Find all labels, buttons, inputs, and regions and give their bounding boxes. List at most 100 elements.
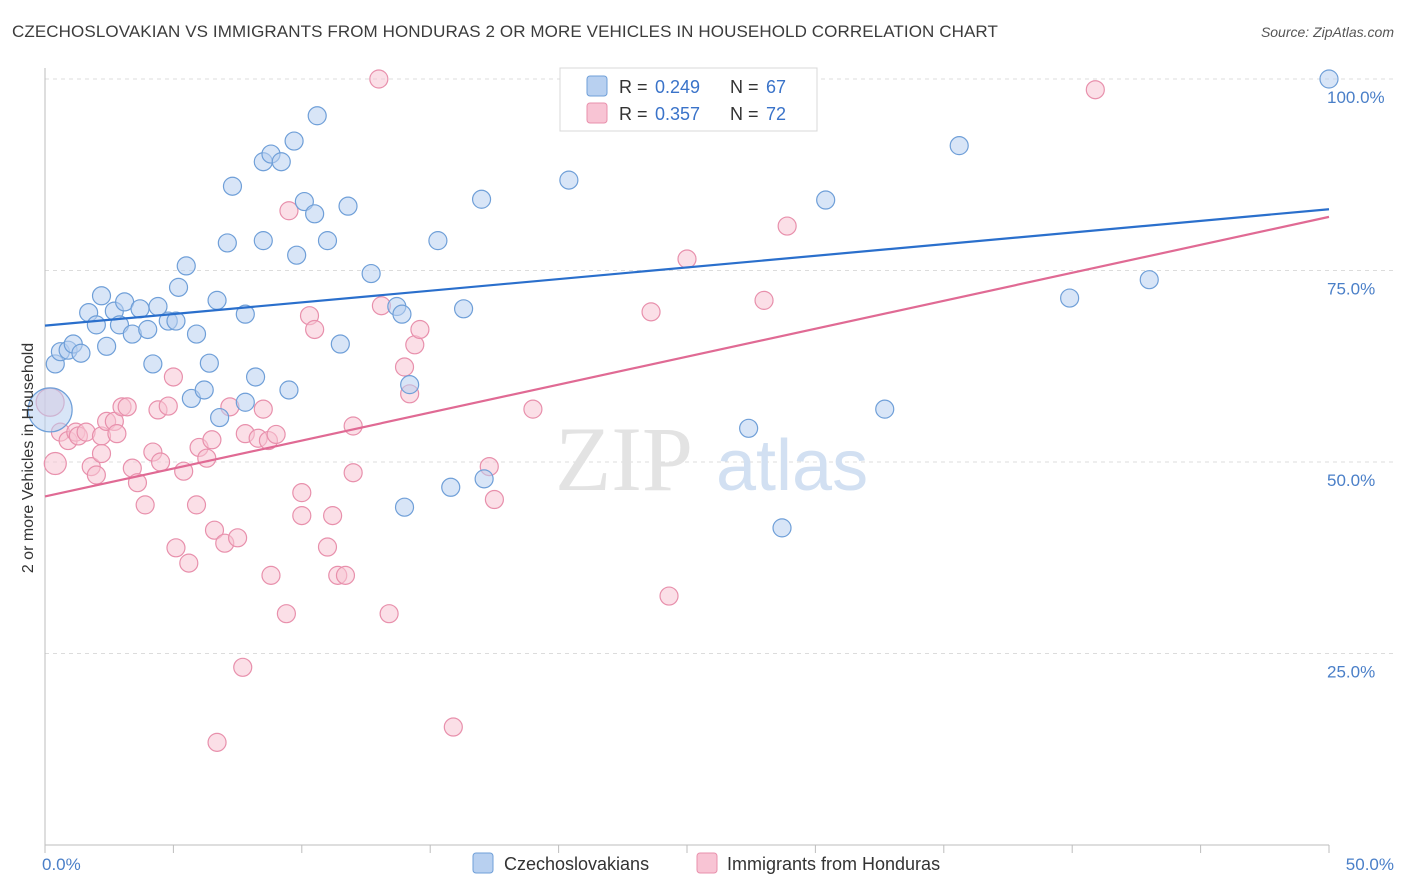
- data-point-blue: [71, 343, 91, 363]
- data-point-blue: [559, 170, 579, 190]
- data-point-blue: [168, 277, 189, 297]
- data-point-pink: [163, 367, 183, 387]
- series-legend-swatch-pink: [696, 852, 718, 874]
- data-point-pink: [777, 216, 797, 236]
- data-point-pink: [166, 538, 186, 558]
- data-point-blue: [279, 380, 299, 400]
- watermark-atlas: atlas: [716, 426, 868, 506]
- y-axis-label: 2 or more Vehicles in Household: [20, 343, 37, 573]
- data-point-blue: [305, 204, 325, 224]
- data-point-pink: [233, 657, 253, 677]
- data-point-blue: [253, 231, 273, 251]
- data-point-pink: [394, 357, 415, 377]
- data-point-pink: [186, 495, 207, 515]
- data-point-pink: [343, 416, 363, 436]
- legend-n-value-pink: 72: [766, 104, 786, 124]
- data-point-pink: [335, 565, 356, 585]
- watermark: ZIP atlas: [555, 408, 868, 510]
- y-tick-label: 50.0%: [1327, 471, 1375, 490]
- data-point-pink: [659, 586, 679, 606]
- data-point-blue: [361, 263, 381, 284]
- data-point-blue: [235, 392, 255, 412]
- data-point-pink: [292, 506, 312, 526]
- x-tick-label: 0.0%: [42, 855, 81, 874]
- legend-r-value-pink: 0.357: [655, 104, 700, 124]
- legend: R = 0.249 N = 67 R = 0.357 N = 72: [559, 67, 818, 132]
- series-legend-label-pink: Immigrants from Honduras: [727, 854, 940, 874]
- series-pink-points: [35, 69, 1105, 752]
- data-point-blue: [217, 233, 237, 253]
- x-tick-label: 50.0%: [1346, 855, 1394, 874]
- data-point-pink: [150, 452, 171, 472]
- data-point-blue: [130, 299, 150, 319]
- data-point-pink: [107, 424, 127, 444]
- data-point-pink: [207, 732, 227, 752]
- series-legend-swatch-blue: [472, 852, 494, 874]
- data-point-blue: [207, 290, 227, 310]
- data-point-blue: [284, 131, 304, 151]
- data-point-pink: [228, 528, 248, 548]
- data-point-pink: [484, 489, 504, 510]
- y-tick-labels: 25.0% 50.0% 75.0% 100.0%: [1327, 88, 1385, 682]
- data-point-pink: [443, 717, 463, 737]
- data-point-pink: [117, 397, 137, 417]
- trend-line-blue: [44, 208, 1330, 327]
- data-point-pink: [317, 537, 338, 557]
- series-legend: Czechoslovakians Immigrants from Hondura…: [472, 852, 940, 874]
- data-point-blue: [138, 319, 158, 340]
- data-point-blue: [739, 418, 759, 438]
- data-point-pink: [91, 443, 112, 464]
- data-point-blue: [400, 375, 420, 395]
- source-note: Source: ZipAtlas.com: [1260, 24, 1394, 40]
- data-point-blue: [1139, 270, 1159, 290]
- data-point-pink: [323, 506, 343, 526]
- legend-swatch-blue: [586, 75, 608, 97]
- data-point-pink: [523, 399, 543, 419]
- data-point-blue: [176, 256, 196, 276]
- data-point-pink: [197, 448, 217, 468]
- data-point-blue: [91, 286, 112, 306]
- series-legend-label-blue: Czechoslovakians: [504, 854, 649, 874]
- data-point-blue: [186, 324, 207, 344]
- data-point-blue: [245, 367, 266, 387]
- data-point-pink: [292, 483, 312, 503]
- y-tick-label: 25.0%: [1327, 663, 1375, 682]
- data-point-blue: [222, 176, 243, 196]
- chart-title: CZECHOSLOVAKIAN VS IMMIGRANTS FROM HONDU…: [12, 22, 998, 41]
- data-point-pink: [641, 302, 661, 322]
- legend-swatch-pink: [586, 102, 608, 124]
- data-point-blue: [86, 315, 106, 335]
- data-point-pink: [754, 290, 774, 310]
- legend-n-value-blue: 67: [766, 77, 786, 97]
- data-point-blue: [199, 353, 219, 373]
- data-point-pink: [86, 465, 106, 485]
- data-point-pink: [343, 463, 363, 483]
- axes: [44, 68, 1330, 853]
- data-point-blue: [330, 334, 350, 354]
- data-point-blue: [441, 477, 461, 497]
- data-point-blue: [392, 304, 412, 324]
- data-point-pink: [261, 565, 281, 585]
- y-tick-label: 75.0%: [1327, 280, 1375, 299]
- data-point-blue: [166, 311, 186, 331]
- data-point-blue: [394, 497, 415, 517]
- data-point-blue: [307, 106, 327, 126]
- data-point-pink: [1085, 80, 1105, 100]
- data-point-blue: [1060, 288, 1080, 308]
- data-point-blue: [1319, 69, 1339, 89]
- data-point-pink: [43, 451, 67, 476]
- data-point-blue: [210, 407, 230, 428]
- trend-line-pink: [44, 215, 1330, 498]
- watermark-zip: ZIP: [555, 408, 693, 510]
- data-point-pink: [179, 553, 199, 573]
- data-point-blue: [271, 152, 291, 172]
- data-point-pink: [135, 495, 155, 515]
- data-point-blue: [816, 190, 836, 210]
- legend-r-label-pink: R =: [619, 104, 648, 124]
- x-tick-labels: 0.0% 50.0%: [42, 855, 1394, 874]
- data-point-pink: [266, 424, 286, 445]
- legend-n-label-blue: N =: [730, 77, 759, 97]
- data-point-blue: [294, 191, 314, 212]
- data-point-pink: [305, 319, 325, 340]
